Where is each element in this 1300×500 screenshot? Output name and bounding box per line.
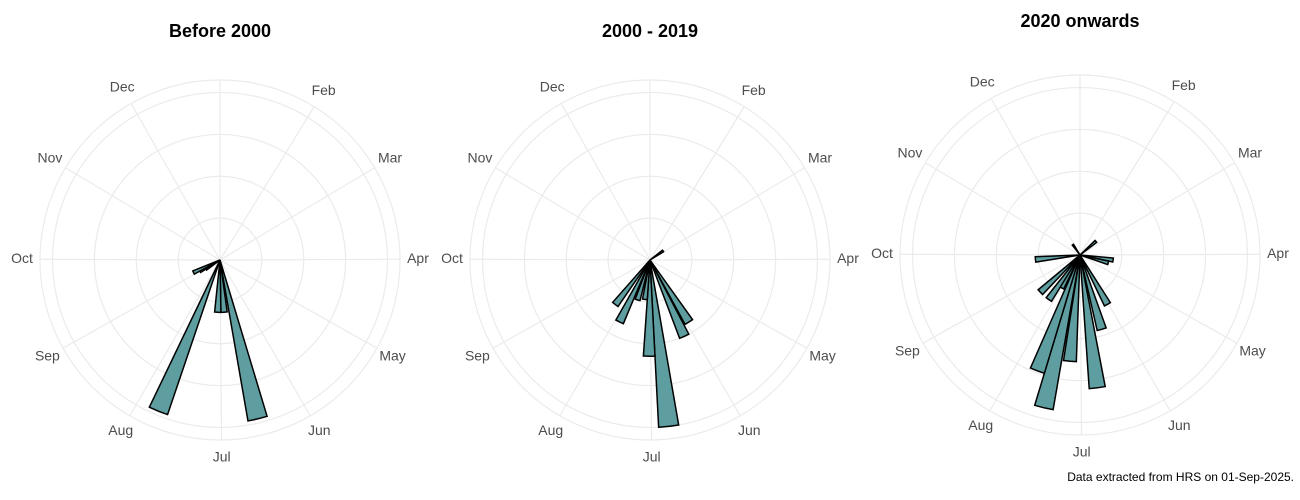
grid-spoke — [1079, 254, 1238, 344]
bar — [1037, 254, 1081, 296]
x-tick-label: Aug — [538, 422, 563, 438]
x-tick-label: Dec — [540, 79, 565, 95]
bar — [219, 259, 269, 422]
grid-spoke — [649, 167, 805, 261]
grid-spoke — [899, 253, 1081, 256]
bar — [148, 259, 221, 416]
x-tick-label: Nov — [468, 149, 493, 165]
x-tick-label: Nov — [898, 144, 923, 160]
bar — [213, 259, 222, 314]
bar — [642, 259, 656, 358]
x-tick-label: May — [379, 348, 405, 364]
x-tick-label: Feb — [312, 82, 336, 98]
grid-spoke — [649, 259, 808, 349]
grid-spoke — [219, 258, 401, 261]
grid-spoke — [469, 258, 651, 261]
bar — [1079, 239, 1098, 256]
bar — [614, 259, 651, 325]
x-tick-label: Mar — [808, 149, 832, 165]
x-tick-label: Jun — [1168, 417, 1191, 433]
grid-spoke — [129, 259, 221, 417]
chart-title: 2000 - 2019 — [602, 21, 698, 41]
grid-spoke — [1079, 101, 1175, 256]
x-tick-label: Oct — [11, 250, 33, 266]
bar — [649, 259, 690, 340]
bar — [1071, 243, 1081, 256]
x-tick-label: Jul — [643, 449, 661, 465]
x-tick-label: Oct — [871, 245, 893, 261]
x-tick-label: Sep — [895, 343, 920, 359]
grid-spoke — [649, 106, 745, 261]
chart-title: 2020 onwards — [1020, 11, 1139, 31]
grid-spoke — [39, 258, 221, 261]
bar — [1034, 254, 1081, 263]
x-tick-label: Feb — [742, 82, 766, 98]
x-tick-label: May — [809, 348, 835, 364]
caption: Data extracted from HRS on 01-Sep-2025. — [1067, 470, 1294, 484]
x-tick-label: Jul — [1073, 444, 1091, 460]
x-tick-label: Sep — [465, 348, 490, 364]
x-tick-label: Feb — [1172, 77, 1196, 93]
grid-spoke — [922, 254, 1081, 344]
grid-spoke — [65, 167, 221, 261]
x-tick-label: Mar — [378, 149, 402, 165]
x-tick-label: Dec — [110, 79, 135, 95]
x-tick-label: Jun — [738, 422, 761, 438]
bar — [649, 249, 665, 261]
x-tick-label: Aug — [968, 417, 993, 433]
grid-spoke — [1079, 162, 1235, 256]
x-tick-label: Dec — [970, 74, 995, 90]
grid-spoke — [925, 162, 1081, 256]
grid-spoke — [990, 98, 1081, 256]
x-tick-label: Sep — [35, 348, 60, 364]
bar — [1079, 254, 1107, 390]
x-tick-label: Apr — [407, 250, 429, 266]
grid-spoke — [130, 103, 221, 261]
grid-spoke — [219, 259, 311, 417]
bar — [1045, 254, 1081, 303]
bar — [1079, 254, 1108, 332]
grid-spoke — [492, 259, 651, 349]
x-tick-label: Nov — [38, 149, 63, 165]
bar — [1079, 254, 1110, 266]
bar — [611, 259, 651, 308]
grid-spoke — [495, 167, 651, 261]
x-tick-label: Mar — [1238, 144, 1262, 160]
grid-spoke — [219, 259, 378, 349]
grid-spoke — [560, 103, 651, 261]
bar — [649, 259, 680, 429]
grid-spoke — [219, 167, 375, 261]
bar — [649, 259, 694, 326]
x-tick-label: Jun — [308, 422, 331, 438]
x-tick-label: Apr — [837, 250, 859, 266]
grid-spoke — [1079, 253, 1261, 256]
chart-title: Before 2000 — [169, 21, 271, 41]
x-tick-label: Jul — [213, 449, 231, 465]
x-tick-label: Apr — [1267, 245, 1289, 261]
bar — [1029, 254, 1081, 375]
grid-spoke — [219, 106, 315, 261]
bar — [1079, 254, 1112, 307]
x-tick-label: Aug — [108, 422, 133, 438]
bar — [191, 259, 221, 276]
x-tick-label: Oct — [441, 250, 463, 266]
grid-spoke — [649, 258, 831, 261]
x-tick-label: May — [1239, 343, 1265, 359]
grid-spoke — [1079, 254, 1083, 435]
